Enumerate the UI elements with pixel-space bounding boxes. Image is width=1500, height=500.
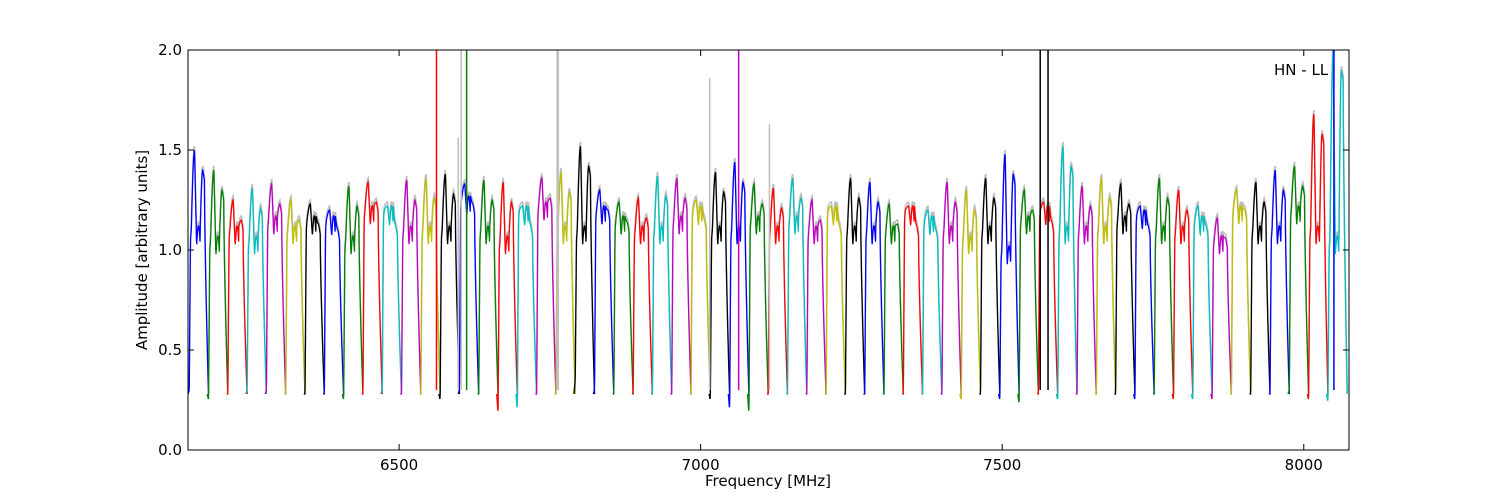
- segment-line: [959, 189, 982, 400]
- segment-line: [1326, 50, 1348, 401]
- segment-line: [1075, 185, 1097, 395]
- segment-line: [786, 177, 808, 395]
- segment-line: [341, 185, 364, 400]
- segment-line: [612, 200, 634, 395]
- segment-line: [380, 204, 403, 395]
- segment-line: [1190, 204, 1213, 400]
- segment-line: [670, 177, 692, 395]
- segment-line: [1114, 181, 1136, 395]
- segment-line: [206, 170, 229, 400]
- segment-line: [284, 197, 306, 395]
- segment-line: [824, 204, 847, 395]
- segment-line: [1152, 177, 1175, 395]
- y-tick-label: 0.5: [158, 341, 182, 359]
- segment-line: [477, 179, 499, 395]
- segment-line: [1249, 181, 1271, 395]
- segment-line: [882, 202, 904, 395]
- segment-line: [361, 180, 383, 395]
- segment-line: [708, 171, 731, 400]
- y-tick-label: 1.5: [158, 141, 182, 159]
- x-tick-label: 6500: [380, 456, 418, 474]
- segment-line: [979, 177, 1001, 395]
- series-layer: [188, 50, 1348, 411]
- segment-line: [323, 208, 345, 395]
- segment-line: [1055, 146, 1078, 400]
- y-tick-label: 2.0: [158, 41, 182, 59]
- segment-line: [1306, 114, 1329, 400]
- segment-line: [535, 175, 557, 395]
- y-axis: 0.0 0.5 1.0 1.5 2.0: [158, 41, 1349, 459]
- spike-layer: [435, 50, 1335, 390]
- segment-line: [940, 181, 962, 395]
- segment-line: [1210, 216, 1233, 400]
- segment-line: [766, 187, 789, 395]
- x-axis: 6500 7000 7500 8000: [380, 50, 1323, 474]
- plot-annotation: HN - LL: [1274, 61, 1329, 79]
- segment-line: [1133, 205, 1155, 400]
- segment-line: [496, 181, 518, 411]
- segment-line: [1268, 170, 1290, 395]
- segment-line: [651, 175, 673, 395]
- segment-line: [997, 154, 1020, 400]
- x-tick-label: 7500: [983, 456, 1021, 474]
- segment-line: [245, 187, 268, 395]
- segment-line: [592, 188, 615, 395]
- y-axis-label: Amplitude [arbitrary units]: [133, 150, 151, 350]
- segment-line: [1017, 187, 1040, 403]
- segment-line: [631, 195, 654, 395]
- x-tick-label: 8000: [1285, 456, 1323, 474]
- segment-line: [438, 173, 461, 400]
- segment-line: [863, 181, 885, 395]
- segment-line: [1230, 188, 1252, 395]
- segment-line: [188, 150, 210, 395]
- segment-line: [1095, 177, 1117, 395]
- y-tick-label: 1.0: [158, 241, 182, 259]
- segment-line: [747, 181, 769, 411]
- segment-line: [573, 146, 596, 395]
- segment-line: [264, 181, 287, 395]
- x-tick-label: 7000: [682, 456, 720, 474]
- segment-line: [902, 204, 924, 395]
- segment-line: [921, 208, 943, 395]
- segment-line: [1287, 165, 1310, 395]
- segment-line: [226, 197, 248, 395]
- segment-line: [689, 198, 711, 395]
- y-tick-label: 0.0: [158, 441, 182, 459]
- segment-line: [805, 197, 827, 395]
- segment-line: [844, 177, 866, 395]
- segment-line: [400, 179, 422, 395]
- segment-line: [515, 204, 538, 408]
- segment-line: [1171, 189, 1194, 400]
- x-axis-label: Frequency [MHz]: [705, 472, 831, 490]
- segment-line: [303, 202, 325, 395]
